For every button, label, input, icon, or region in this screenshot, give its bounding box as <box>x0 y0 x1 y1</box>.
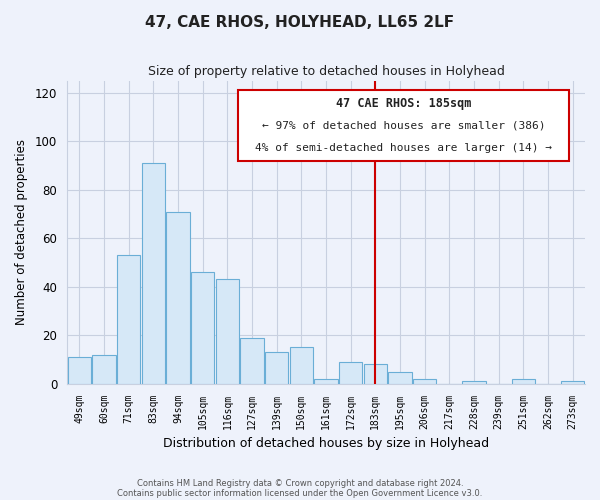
Bar <box>462 382 486 384</box>
Bar <box>290 348 313 384</box>
Bar <box>117 255 140 384</box>
Y-axis label: Number of detached properties: Number of detached properties <box>15 139 28 325</box>
Bar <box>561 382 584 384</box>
Bar <box>364 364 387 384</box>
Bar <box>142 163 165 384</box>
Bar <box>388 372 412 384</box>
Text: Contains HM Land Registry data © Crown copyright and database right 2024.: Contains HM Land Registry data © Crown c… <box>137 478 463 488</box>
Text: Contains public sector information licensed under the Open Government Licence v3: Contains public sector information licen… <box>118 488 482 498</box>
Text: 47, CAE RHOS, HOLYHEAD, LL65 2LF: 47, CAE RHOS, HOLYHEAD, LL65 2LF <box>145 15 455 30</box>
Bar <box>512 379 535 384</box>
Bar <box>339 362 362 384</box>
Bar <box>191 272 214 384</box>
Bar <box>215 280 239 384</box>
Text: 4% of semi-detached houses are larger (14) →: 4% of semi-detached houses are larger (1… <box>255 143 552 153</box>
Bar <box>314 379 338 384</box>
Text: 47 CAE RHOS: 185sqm: 47 CAE RHOS: 185sqm <box>336 98 472 110</box>
Bar <box>265 352 289 384</box>
Bar <box>68 357 91 384</box>
Bar <box>413 379 436 384</box>
Bar <box>166 212 190 384</box>
FancyBboxPatch shape <box>238 90 569 161</box>
Bar <box>92 354 116 384</box>
Bar <box>241 338 264 384</box>
Text: ← 97% of detached houses are smaller (386): ← 97% of detached houses are smaller (38… <box>262 120 545 130</box>
X-axis label: Distribution of detached houses by size in Holyhead: Distribution of detached houses by size … <box>163 437 489 450</box>
Title: Size of property relative to detached houses in Holyhead: Size of property relative to detached ho… <box>148 65 505 78</box>
